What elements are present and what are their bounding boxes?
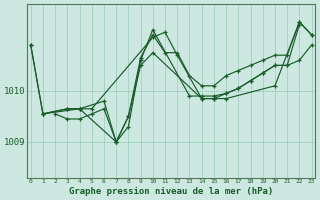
X-axis label: Graphe pression niveau de la mer (hPa): Graphe pression niveau de la mer (hPa) <box>69 187 273 196</box>
